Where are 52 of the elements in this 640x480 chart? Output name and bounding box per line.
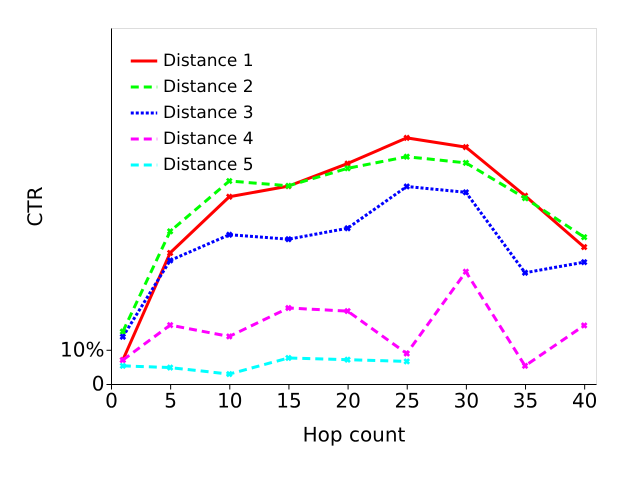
- point: [403, 134, 410, 142]
- point: [344, 356, 351, 364]
- x-tick-label: 30: [454, 388, 480, 412]
- x-tick-label: 10: [217, 388, 243, 412]
- point: [522, 362, 528, 370]
- legend-label: Distance 1: [163, 51, 254, 71]
- point: [462, 144, 470, 150]
- legend-label: Distance 2: [163, 77, 254, 97]
- point: [226, 370, 233, 378]
- point: [166, 364, 174, 371]
- point: [403, 153, 410, 160]
- legend-label: Distance 4: [163, 129, 254, 149]
- x-tick-label: 20: [335, 388, 361, 412]
- y-tick-label: 10%: [60, 337, 104, 362]
- point: [285, 354, 292, 362]
- point: [166, 250, 174, 256]
- point: [226, 193, 233, 200]
- point: [403, 350, 410, 357]
- point: [120, 362, 126, 370]
- legend-label: Distance 5: [163, 155, 254, 175]
- point: [522, 269, 528, 276]
- point: [120, 333, 126, 340]
- point: [344, 308, 351, 314]
- point: [226, 333, 233, 340]
- point: [580, 258, 588, 266]
- point: [226, 178, 233, 184]
- x-tick-label: 25: [394, 388, 420, 412]
- point: [285, 304, 292, 312]
- point: [285, 236, 292, 243]
- point: [226, 231, 233, 238]
- point: [344, 224, 351, 232]
- x-axis-title: Hop count: [302, 422, 406, 446]
- point: [462, 188, 470, 196]
- x-tick-label: 15: [276, 388, 302, 412]
- point: [344, 165, 351, 172]
- point: [580, 234, 588, 240]
- point: [403, 183, 410, 190]
- x-tick-label: 5: [164, 388, 178, 412]
- y-axis-title: CTR: [23, 186, 48, 227]
- point: [462, 160, 470, 166]
- point: [120, 328, 126, 335]
- point: [580, 244, 588, 250]
- point: [166, 228, 174, 235]
- point: [166, 257, 174, 264]
- x-tick-label: 35: [512, 388, 538, 412]
- point: [166, 322, 174, 328]
- point: [522, 194, 528, 202]
- x-tick-label: 40: [572, 388, 598, 412]
- legend-label: Distance 3: [163, 103, 254, 123]
- point: [462, 268, 470, 276]
- point: [580, 322, 588, 329]
- point: [403, 358, 410, 365]
